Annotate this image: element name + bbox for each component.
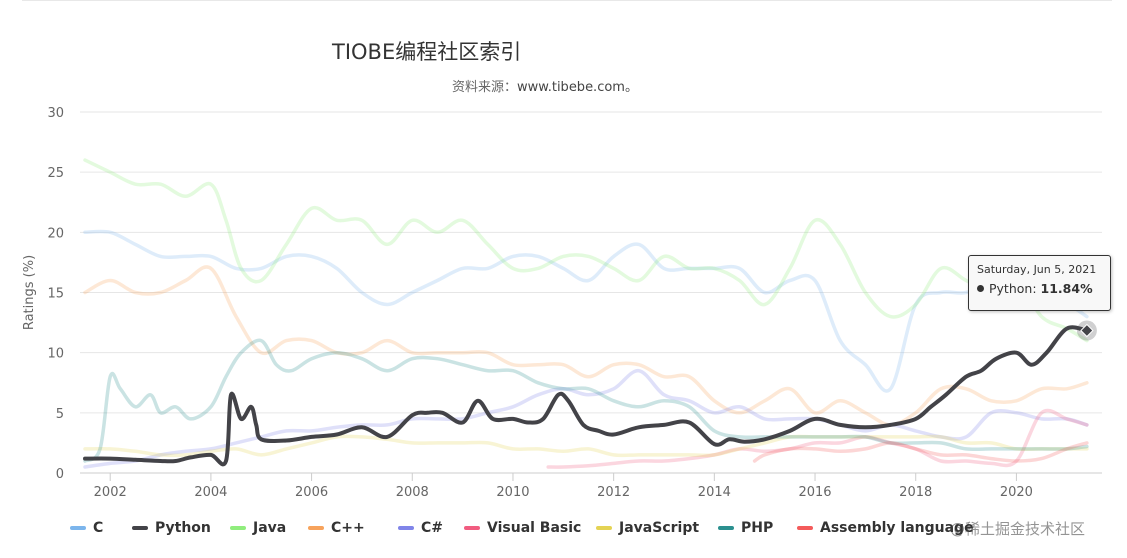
source-link[interactable]: www.tibebe.com。 bbox=[517, 80, 638, 95]
series-line-php[interactable] bbox=[83, 338, 1089, 463]
tooltip-value: 11.84% bbox=[1040, 281, 1093, 296]
y-tick-label: 25 bbox=[47, 166, 64, 181]
series-line-visual-basic[interactable] bbox=[546, 408, 1089, 469]
tooltip: Saturday, Jun 5, 2021 Python: 11.84% bbox=[968, 255, 1111, 311]
x-tick-label: 2020 bbox=[1000, 485, 1033, 500]
legend-item-python[interactable]: Python bbox=[132, 520, 211, 536]
legend-item-php[interactable]: PHP bbox=[718, 520, 773, 536]
tooltip-series: Python bbox=[989, 281, 1033, 296]
legend: C Python Java C++ C# Visual Basic JavaScript PH… bbox=[70, 520, 1120, 542]
x-tick-label: 2010 bbox=[496, 485, 529, 500]
hover-marker-layer bbox=[1076, 320, 1097, 341]
subtitle-prefix: 资料来源： bbox=[452, 80, 518, 95]
series-line-python[interactable] bbox=[83, 325, 1089, 467]
legend-swatch bbox=[718, 526, 734, 530]
x-tick-label: 2016 bbox=[798, 485, 831, 500]
legend-swatch bbox=[797, 526, 813, 530]
legend-swatch bbox=[596, 526, 612, 530]
tooltip-dot-icon bbox=[977, 285, 984, 292]
legend-swatch bbox=[308, 526, 324, 530]
y-tick-label: 0 bbox=[56, 467, 64, 482]
legend-item-c[interactable]: C bbox=[70, 520, 103, 536]
tooltip-line: Python: 11.84% bbox=[977, 281, 1102, 296]
x-tick-label: 2006 bbox=[295, 485, 328, 500]
legend-label: PHP bbox=[741, 520, 774, 536]
legend-item-java[interactable]: Java bbox=[230, 520, 286, 536]
x-tick-label: 2008 bbox=[396, 485, 429, 500]
y-tick-label: 10 bbox=[47, 347, 64, 362]
legend-swatch bbox=[132, 526, 148, 530]
legend-label: C++ bbox=[331, 520, 365, 536]
tooltip-date: Saturday, Jun 5, 2021 bbox=[977, 263, 1097, 276]
y-axis-title: Ratings (%) bbox=[22, 255, 37, 330]
series-line-c-[interactable] bbox=[83, 368, 1089, 469]
y-tick-label: 30 bbox=[47, 106, 64, 121]
legend-label: Visual Basic bbox=[487, 520, 582, 536]
series-line-javascript[interactable] bbox=[83, 434, 1089, 458]
axes: 0 5 10 15 20 25 30 2002 2004 2006 2008 2010 2012 2014… bbox=[22, 106, 1033, 500]
legend-swatch bbox=[464, 526, 480, 530]
legend-item-assembly-language[interactable]: Assembly language bbox=[797, 520, 974, 536]
legend-swatch bbox=[230, 526, 246, 530]
legend-label: JavaScript bbox=[619, 520, 700, 536]
chart-subtitle: 资料来源：www.tibebe.com。 bbox=[452, 76, 638, 95]
legend-label: Python bbox=[155, 520, 211, 536]
x-tick-label: 2012 bbox=[597, 485, 630, 500]
y-tick-label: 15 bbox=[47, 287, 64, 302]
chart-title: TIOBE编程社区索引 bbox=[332, 40, 522, 64]
hover-marker[interactable] bbox=[1080, 323, 1094, 338]
watermark: @稀土掘金技术社区 bbox=[950, 520, 1086, 538]
series-lines bbox=[83, 158, 1089, 469]
legend-label: C bbox=[93, 520, 104, 536]
series-line-c[interactable] bbox=[83, 229, 1089, 393]
x-tick-label: 2002 bbox=[94, 485, 127, 500]
x-tick-label: 2004 bbox=[194, 485, 227, 500]
series-line-assembly-language[interactable] bbox=[752, 441, 1089, 463]
legend-label: Assembly language bbox=[820, 520, 974, 536]
legend-label: C# bbox=[421, 520, 444, 536]
legend-swatch bbox=[398, 526, 414, 530]
legend-label: Java bbox=[253, 520, 287, 536]
legend-item-visual-basic[interactable]: Visual Basic bbox=[464, 520, 581, 536]
legend-swatch bbox=[70, 526, 86, 530]
top-divider bbox=[22, 0, 1112, 1]
x-tick-label: 2018 bbox=[899, 485, 932, 500]
y-tick-label: 20 bbox=[47, 226, 64, 241]
y-tick-label: 5 bbox=[56, 407, 64, 422]
legend-item-c-[interactable]: C# bbox=[398, 520, 443, 536]
x-tick-label: 2014 bbox=[698, 485, 731, 500]
legend-item-javascript[interactable]: JavaScript bbox=[596, 520, 699, 536]
grid-lines bbox=[80, 111, 1102, 474]
series-line-c-[interactable] bbox=[83, 265, 1089, 427]
legend-item-c-[interactable]: C++ bbox=[308, 520, 365, 536]
series-line-java[interactable] bbox=[83, 158, 1089, 343]
